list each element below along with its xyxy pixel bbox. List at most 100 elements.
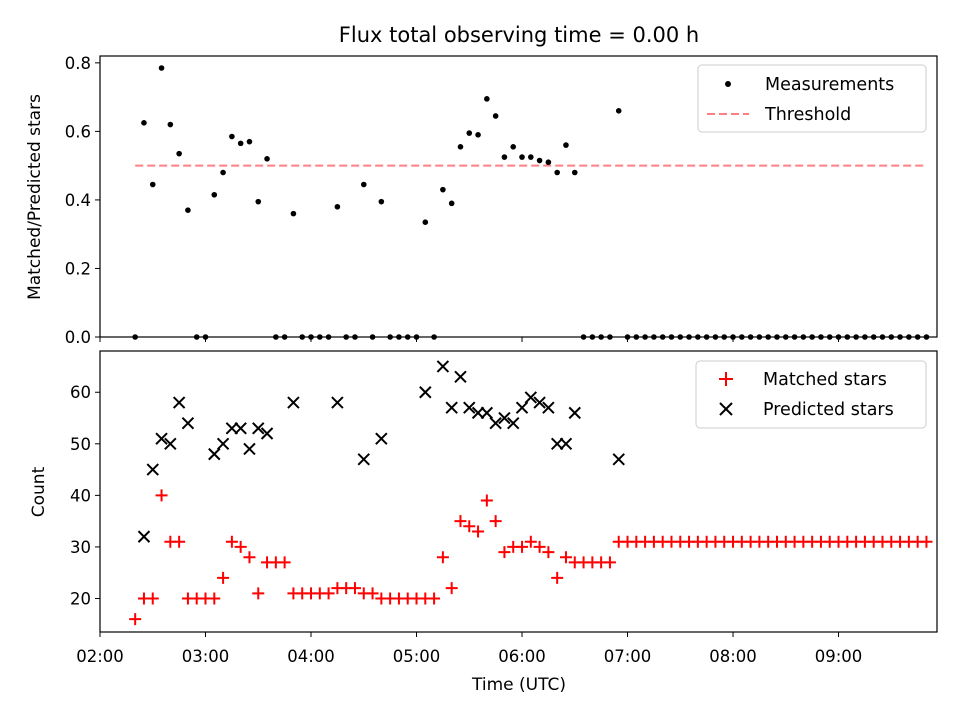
- matched-stars-point: [129, 613, 142, 626]
- measurement-point: [413, 334, 420, 340]
- matched-stars-point: [436, 551, 449, 564]
- measurement-point: [879, 334, 886, 340]
- measurement-point: [668, 334, 675, 340]
- measurement-point: [185, 207, 191, 214]
- bottom-plot-area: [129, 360, 933, 626]
- measurement-point: [448, 200, 455, 207]
- predicted-stars-point: [542, 401, 555, 414]
- legend-matched-label: Matched stars: [763, 370, 887, 390]
- predicted-stars-point: [480, 406, 494, 420]
- measurement-point: [615, 108, 622, 114]
- measurement-point: [554, 169, 560, 176]
- predicted-stars-point: [137, 530, 151, 543]
- measurement-point: [158, 65, 165, 71]
- measurement-point: [677, 334, 684, 340]
- measurement-point: [730, 334, 736, 340]
- bottom-y-axis-label: Count: [29, 466, 49, 517]
- predicted-stars-point: [208, 447, 221, 461]
- predicted-stars-point: [234, 422, 247, 435]
- measurement-point: [343, 334, 349, 340]
- matched-stars-point: [208, 592, 221, 605]
- measurement-point: [563, 142, 569, 148]
- matched-stars-point: [252, 587, 265, 600]
- measurement-point: [149, 181, 156, 188]
- predicted-stars-point: [375, 432, 388, 445]
- measurement-point: [484, 96, 490, 102]
- predicted-stars-point: [507, 416, 520, 430]
- bottom-x-tick-label: 06:00: [498, 647, 546, 666]
- top-y-tick-label: 0.4: [65, 191, 91, 210]
- matched-stars-point: [173, 535, 186, 548]
- bottom-x-tick-label: 03:00: [182, 647, 230, 666]
- predicted-stars-point: [260, 427, 274, 440]
- predicted-stars-point: [252, 422, 265, 435]
- measurement-point: [431, 334, 437, 340]
- bottom-y-axis: 20 30 40 50 60: [70, 383, 100, 608]
- matched-stars-point: [533, 540, 546, 553]
- measurement-point: [519, 154, 525, 160]
- measurement-point: [800, 334, 807, 340]
- measurement-point: [818, 334, 824, 340]
- matched-stars-point: [480, 494, 493, 507]
- measurement-point: [308, 334, 314, 340]
- matched-stars-point: [243, 551, 256, 564]
- bottom-y-tick-label: 30: [70, 538, 91, 557]
- measurement-point: [703, 334, 710, 340]
- predicted-stars-point: [454, 370, 467, 383]
- bottom-x-axis: 02:00 03:00 04:00 05:00 06:00 07:00 08:00 09:00: [76, 632, 862, 666]
- predicted-stars-point: [463, 401, 476, 414]
- measurement-point: [809, 334, 815, 340]
- measurement-point: [264, 156, 270, 162]
- matched-stars-point: [542, 546, 555, 559]
- measurement-point: [747, 334, 754, 340]
- matched-stars-point: [603, 556, 616, 569]
- measurement-point: [888, 334, 895, 340]
- measurement-point: [721, 334, 728, 340]
- measurement-point: [273, 334, 279, 340]
- measurement-point: [651, 334, 657, 340]
- bottom-x-tick-label: 04:00: [287, 647, 335, 666]
- measurement-point: [290, 210, 297, 217]
- matched-stars-point: [524, 535, 537, 548]
- measurement-point: [826, 334, 833, 340]
- top-y-tick-label: 0.2: [65, 259, 91, 278]
- measurement-point: [255, 198, 262, 205]
- measurement-point: [176, 150, 182, 157]
- predicted-stars-point: [225, 422, 239, 435]
- measurement-point: [870, 334, 877, 340]
- measurement-point: [193, 334, 200, 340]
- measurement-point: [853, 334, 859, 340]
- measurement-point: [844, 334, 851, 340]
- measurement-point: [501, 154, 508, 160]
- measurement-point: [906, 334, 912, 340]
- bottom-y-tick-label: 50: [70, 435, 91, 454]
- predicted-stars-point: [436, 360, 450, 373]
- top-y-tick-label: 0.8: [65, 54, 91, 73]
- measurement-point: [220, 169, 226, 176]
- top-y-tick-label: 0.6: [65, 122, 91, 141]
- predicted-stars-point: [164, 437, 177, 451]
- top-chart-title: Flux total observing time = 0.00 h: [339, 23, 699, 47]
- top-plot-area: [132, 65, 930, 340]
- bottom-y-tick-label: 60: [70, 383, 91, 402]
- legend-threshold-label: Threshold: [764, 105, 851, 125]
- bottom-y-tick-label: 20: [70, 589, 91, 608]
- measurement-point: [299, 334, 306, 340]
- matched-stars-point: [366, 587, 379, 600]
- matched-stars-point: [225, 535, 238, 548]
- matched-stars-point: [278, 556, 291, 569]
- measurement-point: [466, 130, 473, 136]
- matched-stars-point: [322, 587, 335, 600]
- bottom-panel: 20 30 40 50 60 02:00 03:00 04:00 05:00 06:00 07:0…: [29, 350, 938, 695]
- measurement-point: [607, 334, 613, 340]
- measurement-point: [132, 334, 138, 340]
- measurement-point: [659, 334, 666, 340]
- predicted-stars-point: [559, 437, 573, 451]
- measurement-point: [378, 198, 385, 205]
- measurement-point: [765, 334, 771, 340]
- measurement-point: [229, 133, 235, 140]
- measurement-point: [528, 154, 534, 160]
- measurement-point: [211, 191, 218, 198]
- legend-measurements-label: Measurements: [765, 75, 894, 95]
- top-y-tick-label: 0.0: [65, 328, 91, 347]
